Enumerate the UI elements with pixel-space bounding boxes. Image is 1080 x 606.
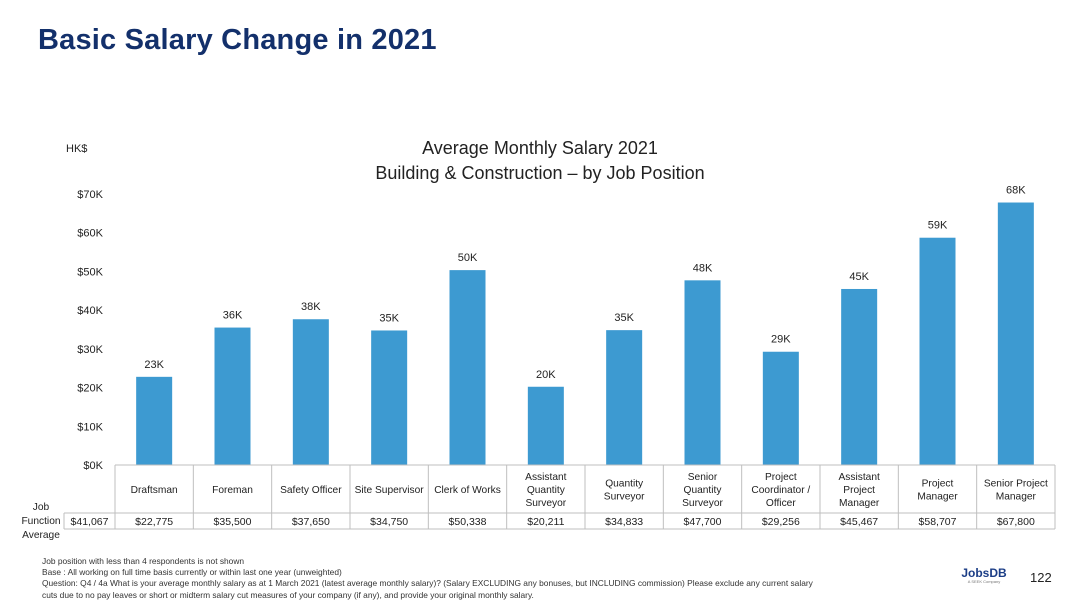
slide-title: Basic Salary Change in 2021 — [38, 24, 437, 56]
bar — [136, 376, 173, 465]
data-label: 35K — [379, 312, 399, 324]
footnote-line: cuts due to no pay leaves or short or mi… — [42, 589, 534, 600]
table-row-header: Average — [22, 530, 60, 541]
category-label: Quantity — [527, 485, 566, 496]
footnote-line: Question: Q4 / 4a What is your average m… — [42, 578, 813, 589]
bar — [292, 319, 329, 465]
bar — [527, 386, 564, 465]
category-label: Project — [843, 485, 875, 496]
category-label: Project — [922, 479, 954, 490]
job-average-value: $50,338 — [449, 516, 487, 528]
y-axis-unit-label: HK$ — [66, 143, 88, 155]
bar — [214, 327, 251, 465]
page-number: 122 — [1030, 570, 1052, 585]
data-label: 23K — [144, 359, 164, 371]
data-label: 45K — [849, 271, 869, 283]
category-label: Manager — [917, 492, 958, 503]
data-label: 38K — [301, 301, 321, 313]
job-average-value: $20,211 — [527, 516, 564, 528]
category-label: Manager — [996, 492, 1037, 503]
y-tick-label: $60K — [77, 228, 103, 240]
y-tick-label: $50K — [77, 266, 103, 278]
data-label: 59K — [928, 220, 948, 232]
category-label: Project — [765, 472, 797, 483]
job-average-value: $34,750 — [370, 516, 408, 528]
overall-average-value: $41,067 — [71, 516, 109, 528]
job-average-value: $34,833 — [605, 516, 643, 528]
footnote-line: Base : All working on full time basis cu… — [42, 567, 342, 578]
category-label: Surveyor — [682, 498, 723, 509]
bar-chart: $0K $10K $20K $30K $40K $50K $60K $70K 23K 36K 38K… — [21, 185, 1056, 541]
data-label: 35K — [614, 312, 634, 324]
bar — [684, 280, 721, 465]
bar — [606, 330, 643, 465]
category-label: Draftsman — [131, 485, 178, 496]
category-label: Senior Project — [984, 479, 1048, 490]
bar — [371, 330, 408, 465]
y-tick-label: $20K — [77, 383, 103, 395]
category-label: Officer — [766, 498, 796, 509]
category-label: Quantity — [684, 485, 723, 496]
table-row-header: Job — [33, 502, 50, 513]
chart-title-line-1: Average Monthly Salary 2021 — [422, 138, 658, 158]
category-label: Safety Officer — [280, 485, 342, 496]
y-tick-label: $40K — [77, 305, 103, 317]
table-row-header: Function — [21, 516, 60, 527]
category-label: Coordinator / — [751, 485, 810, 496]
job-average-value: $35,500 — [214, 516, 252, 528]
data-label: 50K — [458, 252, 478, 264]
bar — [919, 237, 956, 465]
category-label: Clerk of Works — [434, 485, 501, 496]
data-label: 48K — [693, 262, 713, 274]
category-label: Site Supervisor — [355, 485, 425, 496]
bar — [449, 270, 486, 465]
category-label: Foreman — [212, 485, 253, 496]
bar — [762, 351, 799, 465]
y-tick-label: $10K — [77, 421, 103, 433]
y-tick-label: $0K — [83, 460, 103, 472]
bar — [997, 202, 1034, 465]
data-label: 29K — [771, 334, 791, 346]
y-tick-label: $30K — [77, 344, 103, 356]
bar — [841, 288, 878, 465]
logo-subtitle: A SEEK Company — [967, 579, 1001, 584]
job-average-value: $45,467 — [840, 516, 878, 528]
category-label: Assistant — [838, 472, 880, 483]
job-average-value: $22,775 — [135, 516, 173, 528]
data-label: 20K — [536, 369, 556, 381]
chart-title-line-2: Building & Construction – by Job Positio… — [375, 163, 705, 183]
category-label: Quantity — [605, 479, 644, 490]
job-average-value: $37,650 — [292, 516, 330, 528]
job-average-value: $47,700 — [684, 516, 722, 528]
footnote-line: Job position with less than 4 respondent… — [42, 556, 245, 566]
job-average-value: $29,256 — [762, 516, 800, 528]
category-label: Surveyor — [604, 492, 645, 503]
logo-brand: JobsDB — [961, 566, 1007, 580]
y-tick-label: $70K — [77, 189, 103, 201]
chart-title: Average Monthly Salary 2021 Building & C… — [300, 136, 780, 186]
data-label: 36K — [223, 310, 243, 322]
category-label: Assistant — [525, 472, 567, 483]
category-label: Surveyor — [525, 498, 566, 509]
job-average-value: $58,707 — [919, 516, 957, 528]
job-average-value: $67,800 — [997, 516, 1035, 528]
data-label: 68K — [1006, 185, 1026, 197]
jobsdb-logo: JobsDB A SEEK Company — [960, 567, 1008, 584]
category-label: Senior — [688, 472, 718, 483]
category-label: Manager — [839, 498, 880, 509]
footnotes: Job position with less than 4 respondent… — [42, 556, 972, 601]
